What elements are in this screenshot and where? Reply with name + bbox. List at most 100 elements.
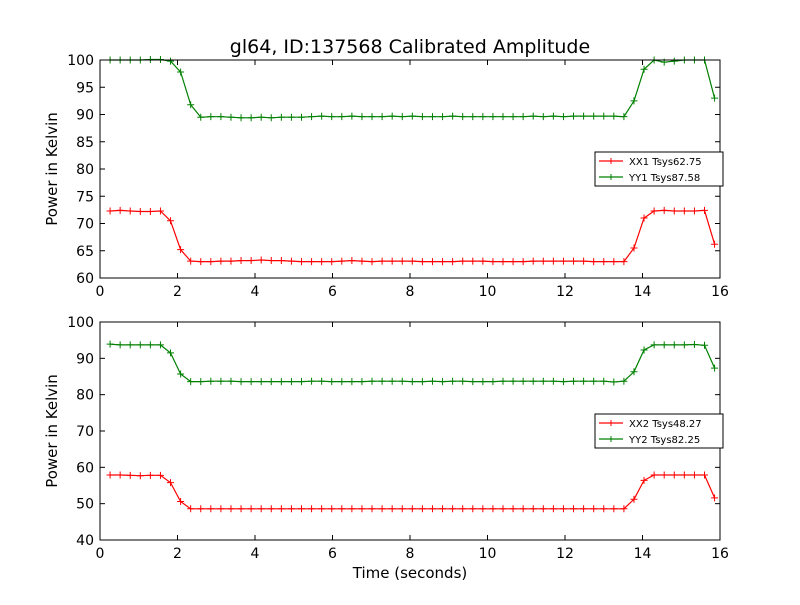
data-point [630, 244, 638, 252]
data-point [167, 479, 175, 487]
data-point [559, 113, 567, 121]
data-point [549, 377, 557, 385]
data-point [338, 257, 346, 265]
legend-label: YY2 Tsys82.25 [628, 435, 700, 446]
data-point [590, 505, 598, 513]
data-point [620, 113, 628, 121]
legend-label: YY1 Tsys87.58 [628, 173, 700, 184]
data-point [267, 378, 275, 386]
y-tick-label: 60 [76, 271, 94, 287]
y-tick-label: 80 [76, 388, 94, 404]
data-point [610, 505, 618, 513]
data-point [187, 505, 195, 513]
x-tick-label: 8 [406, 284, 415, 300]
data-point [146, 55, 154, 63]
y-axis-label: Power in Kelvin [43, 374, 61, 488]
data-point [298, 505, 305, 513]
legend-marker [608, 420, 614, 426]
subplot-2: 0 2 4 6 8 10 12 14 16 40 50 60 70 80 90 100 Power in Kel… [43, 315, 729, 562]
data-point [358, 378, 366, 386]
data-point [116, 206, 124, 214]
data-point [469, 257, 477, 265]
data-point [640, 476, 648, 484]
data-point [630, 368, 638, 376]
data-point [146, 208, 154, 216]
data-point [227, 377, 235, 385]
data-point [519, 377, 527, 385]
data-point [207, 258, 215, 266]
data-point [489, 113, 497, 121]
data-point [630, 495, 638, 503]
data-point [469, 378, 477, 386]
data-point [489, 258, 497, 266]
data-point [197, 113, 205, 121]
data-point [187, 257, 195, 265]
y-tick-label: 50 [76, 497, 94, 513]
data-point [398, 113, 406, 121]
y-tick-label: 75 [76, 189, 94, 205]
data-point [146, 341, 154, 349]
data-point [670, 207, 678, 215]
x-tick-label: 6 [328, 284, 337, 300]
x-tick-label: 16 [711, 546, 729, 562]
legend-marker [608, 174, 614, 180]
data-point [318, 505, 326, 513]
data-point [257, 378, 265, 386]
data-point [257, 505, 265, 513]
data-point [539, 505, 547, 513]
data-point [570, 257, 578, 265]
data-point [701, 206, 708, 214]
data-point [318, 377, 326, 385]
data-point [539, 377, 547, 385]
data-point [519, 505, 527, 513]
data-point [126, 207, 134, 215]
data-point [247, 114, 255, 122]
data-point [670, 471, 678, 479]
y-tick-label: 70 [76, 217, 94, 233]
x-tick-label: 14 [634, 284, 652, 300]
data-point [539, 257, 547, 265]
y-tick-label: 100 [67, 315, 94, 331]
data-point [177, 497, 185, 505]
data-point [308, 377, 316, 385]
data-point [237, 505, 245, 513]
legend-label: XX2 Tsys48.27 [629, 419, 702, 430]
data-point [247, 257, 255, 265]
data-point [287, 113, 295, 121]
data-point [338, 113, 346, 121]
legend-marker [608, 158, 614, 164]
y-tick-label: 70 [76, 424, 94, 440]
data-point [408, 257, 416, 265]
y-tick-label: 40 [76, 533, 94, 549]
data-point [318, 112, 326, 120]
data-point [388, 257, 396, 265]
data-point [509, 113, 517, 121]
data-point [368, 258, 376, 266]
data-point [298, 113, 305, 121]
data-point [630, 97, 638, 105]
data-point [388, 112, 396, 120]
x-tick-label: 0 [96, 546, 105, 562]
data-point [428, 258, 436, 266]
data-point [277, 378, 285, 386]
data-point [358, 505, 366, 513]
data-point [479, 113, 487, 121]
data-point [358, 257, 366, 265]
data-point [660, 471, 668, 479]
series-1-1 [106, 206, 719, 266]
data-point [600, 377, 608, 385]
data-point [439, 113, 447, 121]
data-point [580, 377, 588, 385]
legend-marker [608, 436, 614, 442]
data-point [650, 207, 658, 215]
data-point [146, 471, 154, 479]
x-tick-label: 6 [328, 546, 337, 562]
data-point [620, 377, 628, 385]
data-point [479, 378, 487, 386]
data-point [519, 113, 527, 121]
data-point [136, 341, 144, 349]
data-point [559, 378, 567, 386]
y-tick-label: 60 [76, 460, 94, 476]
data-point [388, 377, 396, 385]
